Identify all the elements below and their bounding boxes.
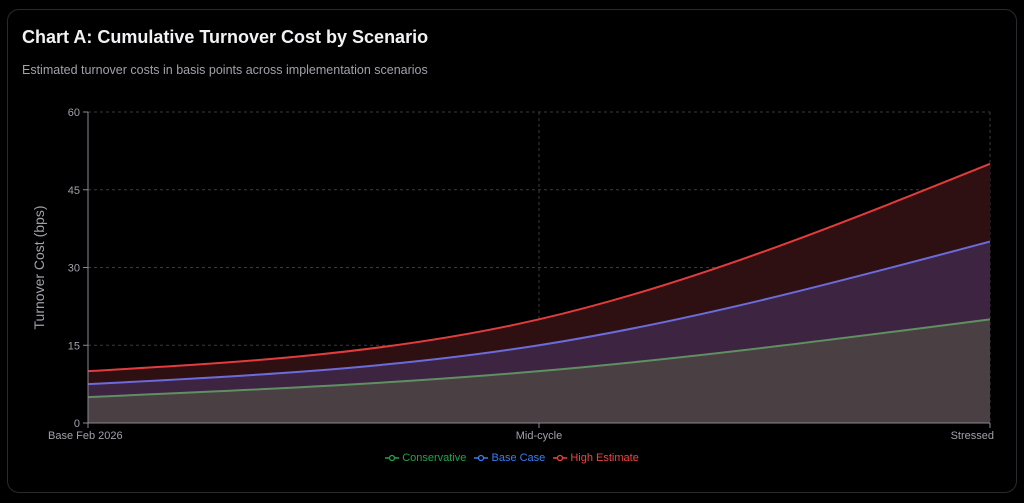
- chart-title: Chart A: Cumulative Turnover Cost by Sce…: [22, 27, 429, 47]
- x-tick-label: Mid-cycle: [516, 430, 562, 442]
- legend-item-high-estimate[interactable]: High Estimate: [553, 452, 639, 464]
- y-tick-label: 60: [68, 107, 80, 119]
- legend-item-base-case[interactable]: Base Case: [474, 452, 545, 464]
- legend-label: High Estimate: [570, 452, 639, 464]
- legend: Conservative Base Case High Estimate: [0, 452, 1024, 464]
- legend-line-marker-icon: [553, 452, 570, 464]
- legend-line-marker-icon: [474, 452, 491, 464]
- legend-label: Base Case: [491, 452, 546, 464]
- x-tick-label: Base Feb 2026: [48, 430, 123, 442]
- y-tick-label: 0: [74, 418, 80, 430]
- y-tick-label: 45: [68, 185, 80, 197]
- chart-subtitle: Estimated turnover costs in basis points…: [22, 63, 428, 77]
- y-tick-label: 15: [68, 340, 80, 352]
- y-axis-label: Turnover Cost (bps): [31, 206, 47, 330]
- y-tick-label: 30: [68, 263, 80, 275]
- legend-line-marker-icon: [385, 452, 402, 464]
- legend-label: Conservative: [402, 452, 467, 464]
- legend-item-conservative[interactable]: Conservative: [385, 452, 466, 464]
- x-tick-label: Stressed: [951, 430, 994, 442]
